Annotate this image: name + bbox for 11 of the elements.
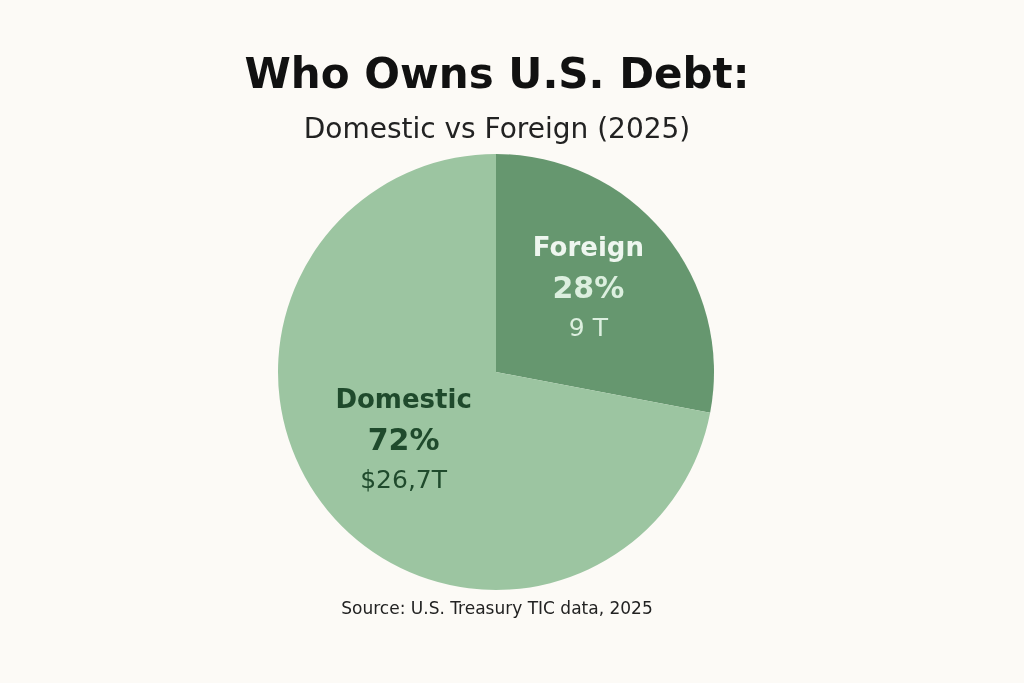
slice-label: Domestic bbox=[335, 384, 472, 415]
pie-slice bbox=[496, 154, 714, 413]
chart-subtitle: Domestic vs Foreign (2025) bbox=[303, 112, 691, 145]
chart-title: Who Owns U.S. Debt: bbox=[244, 49, 750, 98]
source-note: Source: U.S. Treasury TIC data, 2025 bbox=[341, 598, 653, 618]
slice-label: Foreign bbox=[532, 231, 644, 262]
pie-slice bbox=[278, 154, 711, 590]
text: $26,7T bbox=[360, 465, 448, 495]
data-label: 28% bbox=[552, 269, 625, 305]
data-label: 72% bbox=[367, 422, 440, 458]
text: 9 T bbox=[568, 312, 608, 342]
